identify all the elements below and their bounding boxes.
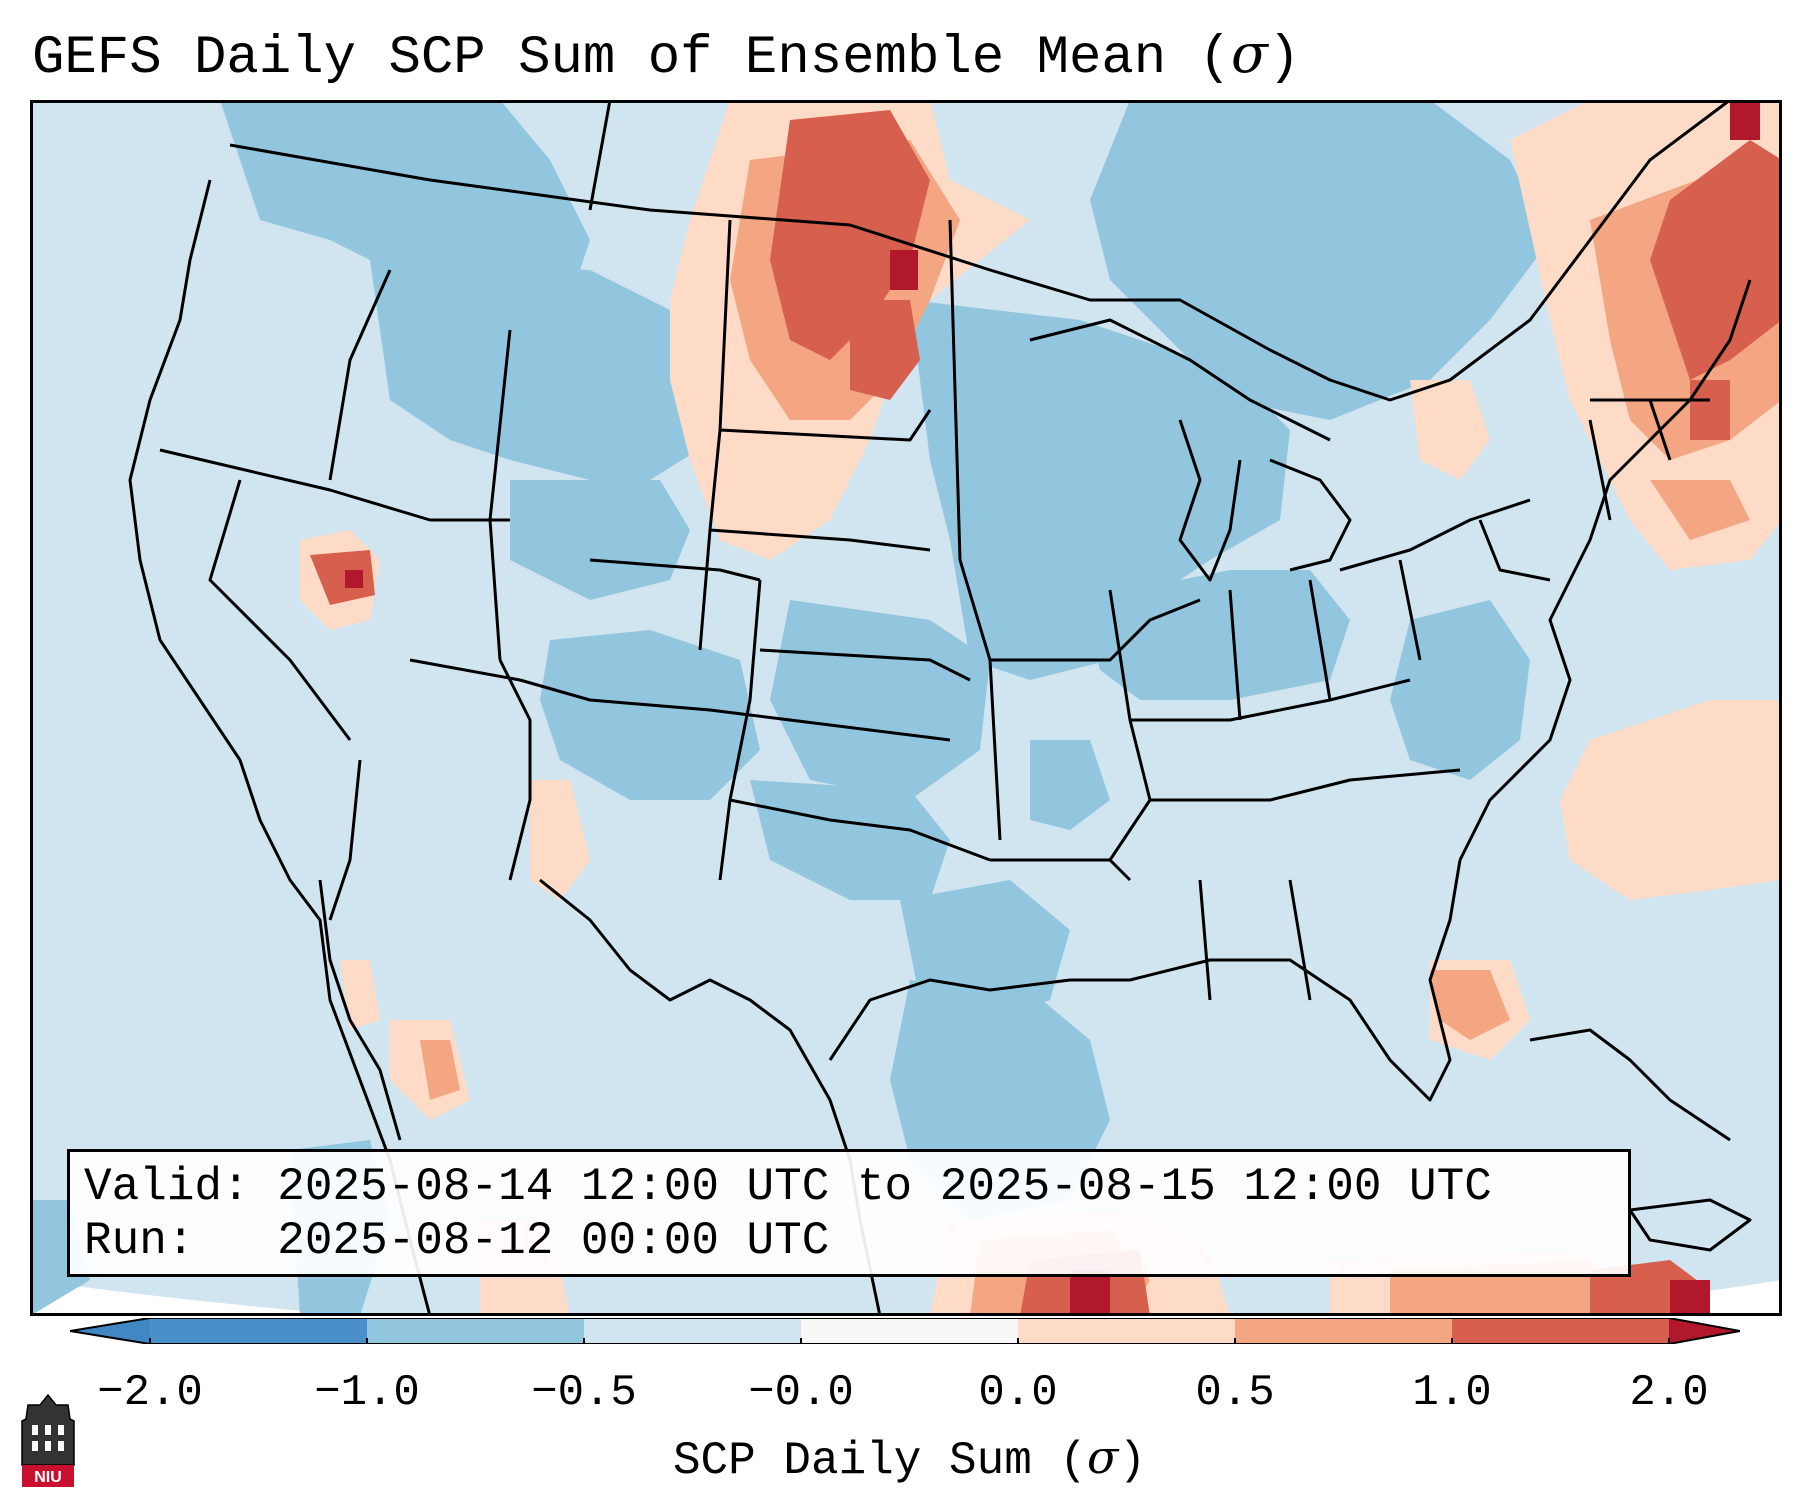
run-value: 2025-08-12 00:00 UTC (277, 1215, 830, 1267)
colorbar-label-sigma: σ (1087, 1430, 1119, 1484)
political-boundaries (128, 100, 1752, 1316)
map-frame (30, 100, 1782, 1316)
field-extreme-red (345, 100, 1760, 1316)
title-close: ) (1267, 28, 1301, 89)
title-sigma: σ (1231, 22, 1268, 85)
colorbar-tick-4: −0.0 (748, 1368, 854, 1418)
colorbar-tick-5: 0.0 (978, 1368, 1058, 1418)
colorbar-extend-low (70, 1318, 150, 1344)
colorbar-bin-7 (1452, 1318, 1669, 1344)
colorbar-tick-3: −0.5 (531, 1368, 637, 1418)
colorbar-tick-7: 1.0 (1412, 1368, 1492, 1418)
colorbar-label: SCP Daily Sum (σ) (0, 1430, 1803, 1487)
colorbar-tick-6: 0.5 (1195, 1368, 1275, 1418)
colorbar-bin-2 (367, 1318, 584, 1344)
colorbar-label-text: SCP Daily Sum ( (672, 1435, 1088, 1487)
scp-map (30, 100, 1782, 1316)
colorbar-bin-6 (1235, 1318, 1452, 1344)
colorbar-tick-8: 2.0 (1629, 1368, 1709, 1418)
colorbar-bin-4 (801, 1318, 1018, 1344)
title-text: GEFS Daily SCP Sum of Ensemble Mean ( (32, 28, 1231, 89)
niu-logo-icon: NIU (21, 1393, 75, 1487)
colorbar-tick-2: −1.0 (314, 1368, 420, 1418)
colorbar (70, 1318, 1740, 1344)
colorbar-bin-1 (150, 1318, 367, 1344)
colorbar-label-close: ) (1118, 1435, 1147, 1487)
run-label: Run: (84, 1215, 195, 1267)
colorbar-bin-5 (1018, 1318, 1235, 1344)
colorbar-extend-high (1669, 1318, 1740, 1344)
chart-title: GEFS Daily SCP Sum of Ensemble Mean (σ) (32, 22, 1300, 89)
svg-text:NIU: NIU (34, 1469, 62, 1486)
colorbar-tick-1: −2.0 (97, 1368, 203, 1418)
colorbar-bin-3 (584, 1318, 801, 1344)
valid-run-box: Valid: 2025-08-14 12:00 UTC to 2025-08-1… (67, 1149, 1631, 1277)
valid-label: Valid: (84, 1161, 250, 1213)
valid-value: 2025-08-14 12:00 UTC to 2025-08-15 12:00… (277, 1161, 1492, 1213)
